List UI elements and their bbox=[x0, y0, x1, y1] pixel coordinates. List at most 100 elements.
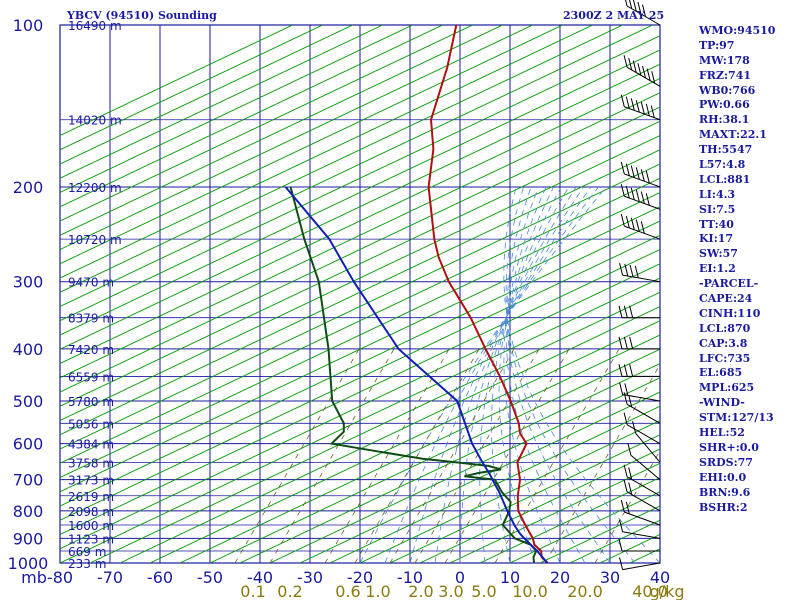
wind-barb-flag bbox=[635, 219, 640, 232]
dry-adiabat-line bbox=[60, 249, 660, 535]
dry-adiabat-line bbox=[149, 320, 660, 563]
moist-adiabat-line bbox=[384, 186, 599, 563]
wind-barb bbox=[620, 94, 661, 121]
index-item: LCL:881 bbox=[699, 172, 751, 186]
temperature-tick-label: 0 bbox=[455, 568, 465, 587]
dry-adiabat-line bbox=[60, 63, 660, 350]
wind-barb-flag bbox=[618, 305, 623, 318]
height-tick-label: 4384 m bbox=[68, 438, 114, 452]
height-tick-label: 8379 m bbox=[68, 312, 114, 326]
height-tick-label: 6559 m bbox=[68, 370, 114, 384]
wind-barb-flag bbox=[623, 55, 628, 68]
wind-barb-flag bbox=[635, 189, 640, 202]
wind-barb-flag bbox=[624, 263, 629, 277]
wind-barb-flag bbox=[637, 63, 642, 76]
moist-adiabat-line bbox=[498, 186, 554, 563]
wind-barb bbox=[623, 464, 661, 497]
height-tick-label: 5056 m bbox=[68, 417, 114, 431]
wind-barb-flag bbox=[625, 163, 630, 176]
wind-barb-staff bbox=[624, 195, 661, 210]
stability-indices-list: WMO:94510 TP:97 MW:178 FRZ:741 WB0:766 PW:0.6… bbox=[699, 24, 775, 515]
wind-barb-flag bbox=[623, 464, 628, 477]
index-item: CINH:110 bbox=[699, 306, 761, 320]
temperature-tick-label: -50 bbox=[197, 568, 223, 587]
pressure-tick-label: 100 bbox=[13, 16, 44, 35]
wind-barb-flag bbox=[645, 193, 650, 206]
index-item: TT:40 bbox=[699, 217, 734, 231]
index-item: MW:178 bbox=[699, 53, 750, 67]
grid-layer bbox=[59, 24, 661, 564]
height-tick-label: 233 m bbox=[68, 557, 106, 571]
wind-barb bbox=[620, 161, 661, 188]
index-item: WB0:766 bbox=[699, 83, 756, 97]
index-item: -PARCEL- bbox=[699, 277, 759, 291]
wind-barb-flag bbox=[632, 0, 637, 12]
index-item: CAPE:24 bbox=[699, 292, 753, 306]
dry-adiabat-line bbox=[60, 25, 624, 293]
pressure-tick-label: 500 bbox=[13, 392, 44, 411]
moist-adiabat-line bbox=[359, 186, 607, 563]
wind-barb-staff bbox=[626, 403, 661, 424]
wind-barb bbox=[623, 412, 661, 445]
wind-barb-flag bbox=[620, 94, 625, 107]
wind-barb-flag bbox=[642, 4, 647, 17]
wind-barb bbox=[625, 0, 661, 26]
dry-adiabat-line bbox=[60, 120, 660, 407]
dry-adiabat-line bbox=[60, 25, 294, 136]
wind-barb-flag bbox=[637, 1, 642, 15]
dry-adiabat-line bbox=[60, 234, 660, 521]
temperature-tick-label: -80 bbox=[47, 568, 73, 587]
mixing-ratio-line bbox=[444, 348, 570, 563]
dry-adiabat-line bbox=[60, 135, 660, 421]
dry-adiabat-line bbox=[60, 206, 660, 493]
dry-adiabat-line bbox=[359, 420, 660, 563]
mixing-ratio-line bbox=[389, 348, 515, 563]
wind-barb bbox=[618, 336, 660, 350]
index-item: MPL:625 bbox=[699, 381, 755, 395]
mixing-ratio-tick-label: 0.1 bbox=[240, 582, 265, 600]
index-item: FRZ:741 bbox=[699, 68, 752, 82]
dry-adiabat-line bbox=[449, 462, 660, 563]
index-item: SHR+:0.0 bbox=[699, 440, 759, 454]
index-item: SRDS:77 bbox=[699, 455, 753, 469]
temperature-tick-label: 10 bbox=[500, 568, 520, 587]
wind-barb-flag bbox=[619, 262, 624, 276]
dry-adiabat-line bbox=[89, 291, 660, 563]
height-tick-label: 2619 m bbox=[68, 490, 114, 504]
wind-barb bbox=[619, 557, 661, 571]
moist-adiabat-line bbox=[503, 186, 561, 563]
wind-barb-flag bbox=[623, 364, 628, 377]
profile-lines-layer bbox=[284, 25, 549, 563]
dry-adiabat-line bbox=[60, 163, 660, 450]
height-tick-label: 16490 m bbox=[68, 19, 122, 33]
wind-barb-flag bbox=[630, 165, 635, 178]
height-tick-label: 1600 m bbox=[68, 519, 114, 533]
index-item: LCL:870 bbox=[699, 321, 751, 335]
index-item: SI:7.5 bbox=[699, 202, 736, 216]
pressure-tick-label: 600 bbox=[13, 435, 44, 454]
wind-barb-flag bbox=[640, 221, 645, 234]
height-tick-label: 3758 m bbox=[68, 456, 114, 470]
mixing-ratio-tick-label: 0.6 bbox=[335, 582, 360, 600]
wind-barb-flag bbox=[625, 96, 630, 109]
wind-barb-flag bbox=[628, 467, 633, 480]
index-item: -WIND- bbox=[699, 396, 745, 410]
mixing-ratio-line bbox=[544, 363, 660, 563]
wind-barb-flag bbox=[618, 364, 623, 377]
index-item: BSHR:2 bbox=[699, 500, 748, 514]
pressure-tick-label: 700 bbox=[13, 471, 44, 490]
temperature-tick-label: -40 bbox=[247, 568, 273, 587]
wind-barb bbox=[632, 421, 661, 463]
index-item: STM:127/13 bbox=[699, 411, 774, 425]
mixing-ratio-line bbox=[594, 450, 660, 563]
wind-barb-flag bbox=[623, 412, 628, 425]
wind-barb-staff bbox=[624, 106, 661, 121]
index-item: CAP:3.8 bbox=[699, 336, 748, 350]
temperature-tick-label: 20 bbox=[550, 568, 570, 587]
wind-barb-flag bbox=[619, 519, 624, 532]
dry-adiabat-line bbox=[239, 363, 660, 563]
wind-barb-flag bbox=[628, 57, 633, 71]
temperature-tick-label: 40 bbox=[650, 568, 670, 587]
